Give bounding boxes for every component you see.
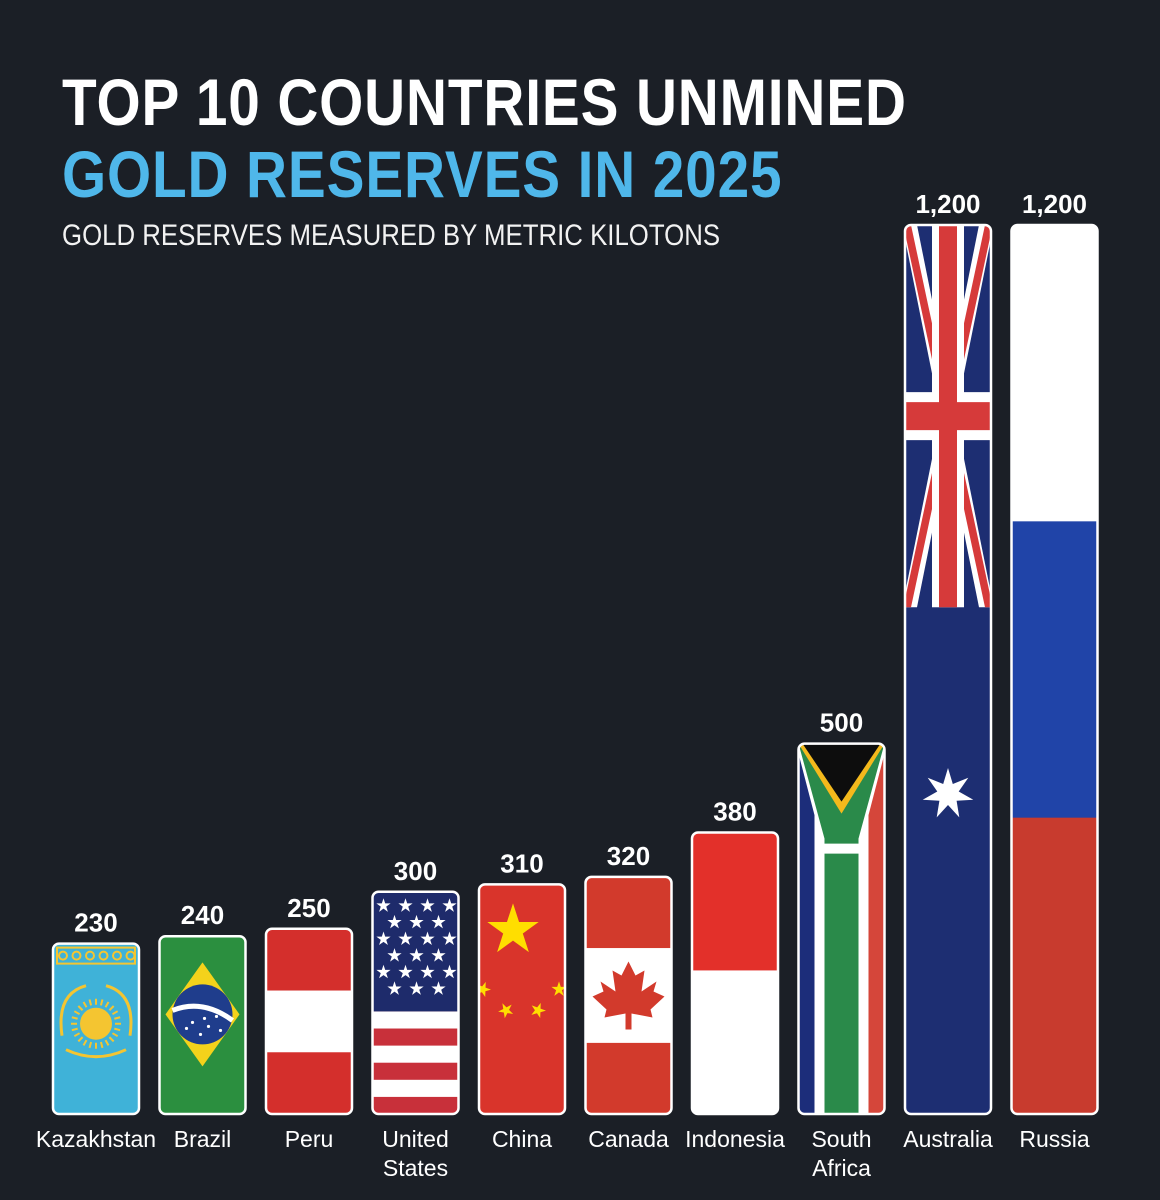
value-label-kazakhstan: 230 xyxy=(74,908,117,938)
category-label-peru: Peru xyxy=(285,1126,334,1152)
category-label-line: Brazil xyxy=(174,1126,232,1152)
category-label-australia: Australia xyxy=(903,1126,993,1152)
title-block: TOP 10 COUNTRIES UNMINED GOLD RESERVES I… xyxy=(62,66,1044,254)
category-label-line: Kazakhstan xyxy=(36,1126,156,1152)
chart-title-line-1: TOP 10 COUNTRIES UNMINED xyxy=(62,65,907,139)
value-label-united-states: 300 xyxy=(394,856,437,886)
bar-outline-south-africa xyxy=(797,742,886,1116)
category-label-line: United xyxy=(382,1126,448,1152)
category-label-line: Peru xyxy=(285,1126,334,1152)
bar-outline-kazakhstan xyxy=(51,942,141,1116)
flag-united-states xyxy=(372,891,459,1114)
category-label-brazil: Brazil xyxy=(174,1126,232,1152)
bar-brazil xyxy=(158,934,247,1116)
chart-subtitle: GOLD RESERVES MEASURED BY METRIC KILOTON… xyxy=(62,219,721,252)
bar-outline-australia xyxy=(903,223,993,1116)
bar-outline-china xyxy=(477,883,567,1116)
flag-australia xyxy=(905,225,991,1114)
bar-indonesia xyxy=(690,831,780,1116)
bar-outline-canada xyxy=(584,875,673,1116)
flag-canada xyxy=(585,876,672,1114)
category-label-line: South xyxy=(811,1126,871,1152)
category-label-line: Russia xyxy=(1019,1126,1090,1152)
category-label-united-states: United States xyxy=(382,1126,448,1181)
bar-outline-brazil xyxy=(158,934,247,1116)
bar-australia xyxy=(903,223,993,1116)
flag-brazil xyxy=(159,936,246,1114)
category-label-line: China xyxy=(492,1126,552,1152)
bar-peru xyxy=(264,927,354,1116)
value-label-indonesia: 380 xyxy=(713,796,756,826)
chart-title-line-2: GOLD RESERVES IN 2025 xyxy=(62,137,783,211)
category-label-canada: Canada xyxy=(588,1126,669,1152)
flag-russia xyxy=(1011,225,1098,1114)
category-label-kazakhstan: Kazakhstan xyxy=(36,1126,156,1152)
value-label-china: 310 xyxy=(500,848,543,878)
value-label-australia: 1,200 xyxy=(915,189,980,219)
category-label-line: Canada xyxy=(588,1126,669,1152)
category-label-indonesia: Indonesia xyxy=(685,1126,785,1152)
flag-china xyxy=(479,884,565,1114)
bar-canada xyxy=(584,875,673,1116)
value-label-peru: 250 xyxy=(287,893,330,923)
category-label-line: Indonesia xyxy=(685,1126,785,1152)
bar-kazakhstan xyxy=(51,942,141,1116)
bar-outline-indonesia xyxy=(690,831,780,1116)
category-label-line: Africa xyxy=(812,1155,871,1181)
flag-peru xyxy=(266,928,352,1114)
category-label-south-africa: South Africa xyxy=(811,1126,871,1181)
flag-indonesia xyxy=(692,832,778,1114)
bar-russia xyxy=(1010,223,1099,1116)
value-label-russia: 1,200 xyxy=(1022,189,1087,219)
category-label-line: States xyxy=(383,1155,448,1181)
bar-outline-peru xyxy=(264,927,354,1116)
category-label-russia: Russia xyxy=(1019,1126,1090,1152)
bar-south-africa xyxy=(797,742,886,1116)
category-label-line: Australia xyxy=(903,1126,993,1152)
value-label-south-africa: 500 xyxy=(820,708,863,738)
value-label-brazil: 240 xyxy=(181,900,224,930)
bar-outline-united-states xyxy=(371,890,460,1116)
flag-kazakhstan xyxy=(53,943,139,1114)
labels-layer: 230 Kazakhstan 240 Brazil 250 Peru 300 United St… xyxy=(36,189,1090,1181)
bar-outline-russia xyxy=(1010,223,1099,1116)
bar-united-states xyxy=(371,890,460,1116)
flag-south-africa xyxy=(798,743,885,1114)
bars-layer xyxy=(51,223,1099,1116)
category-label-china: China xyxy=(492,1126,552,1152)
bar-china xyxy=(477,883,567,1116)
value-label-canada: 320 xyxy=(607,841,650,871)
